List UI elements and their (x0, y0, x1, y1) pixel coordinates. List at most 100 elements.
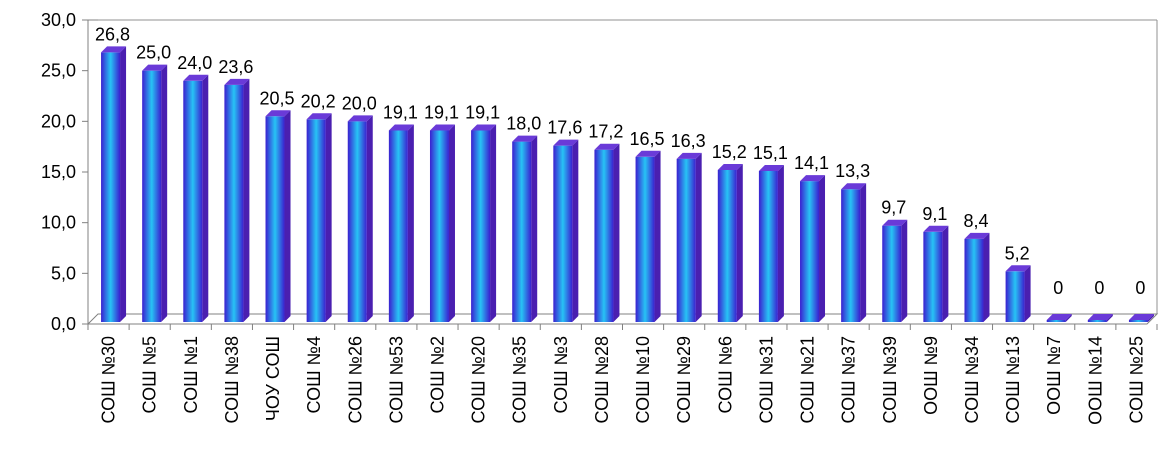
category-label: СОШ №39 (880, 336, 900, 423)
category-label: СОШ №6 (715, 336, 735, 413)
category-label: СОШ №53 (386, 336, 406, 423)
bar (224, 78, 250, 322)
data-label: 20,2 (301, 91, 336, 111)
bar-top (306, 113, 332, 120)
bar-front (142, 70, 162, 323)
bars (101, 46, 1154, 323)
category-label: СОШ №30 (99, 336, 119, 423)
y-tick-label: 30,0 (41, 10, 76, 30)
data-label: 23,6 (218, 57, 253, 77)
bar-side (819, 175, 826, 322)
data-label: 15,2 (712, 142, 747, 162)
data-label: 26,8 (95, 24, 130, 44)
bar-top (1005, 265, 1031, 272)
bar-top (265, 110, 291, 117)
bar-side (161, 64, 168, 323)
bar-front (224, 84, 244, 322)
bar-top (1046, 314, 1072, 320)
bar (717, 163, 743, 322)
bar-side (572, 139, 579, 322)
bar-side (695, 152, 702, 322)
bar (429, 124, 455, 322)
data-label: 17,6 (547, 118, 582, 138)
category-label: СОШ №25 (1126, 336, 1146, 423)
category-label: СОШ №13 (1003, 336, 1023, 423)
category-label: ООШ №7 (1044, 336, 1064, 415)
y-tick-label: 20,0 (41, 111, 76, 131)
bar (841, 183, 867, 322)
bar-top (553, 139, 579, 146)
bar-top (923, 225, 949, 232)
bar-top (882, 219, 908, 226)
data-label: 0 (1053, 278, 1063, 298)
bar-side (736, 163, 743, 322)
data-label: 14,1 (794, 153, 829, 173)
bar (635, 150, 661, 322)
bar-side (983, 232, 990, 322)
bar-front (964, 238, 984, 322)
y-tick-label: 5,0 (51, 263, 76, 283)
bar-side (120, 46, 127, 322)
data-label: 19,1 (424, 102, 459, 122)
category-label: СОШ №34 (962, 336, 982, 423)
bar-front (635, 156, 655, 322)
data-labels: 26,8 25,0 24,0 23,6 20,5 20,2 20,0 19,1 19,1 19,1… (95, 24, 1145, 298)
category-label: СОШ №31 (756, 336, 776, 423)
bar-front (882, 225, 902, 322)
data-label: 9,1 (922, 204, 947, 224)
y-tick-label: 0,0 (51, 314, 76, 334)
category-label: СОШ №1 (181, 336, 201, 413)
bar-front (471, 130, 491, 322)
bar-front (676, 158, 696, 322)
data-label: 19,1 (465, 102, 500, 122)
bar-side (1024, 265, 1031, 322)
category-label: СОШ №4 (304, 336, 324, 413)
bar (101, 46, 127, 322)
bar-top (183, 74, 209, 81)
bar (964, 232, 990, 322)
category-label: СОШ №37 (839, 336, 859, 423)
category-label: СОШ №28 (592, 336, 612, 423)
bar-side (860, 183, 867, 322)
bar-front (553, 145, 573, 322)
data-label: 19,1 (383, 102, 418, 122)
data-label: 8,4 (963, 211, 988, 231)
bar-front (594, 149, 614, 322)
bar-front (923, 231, 943, 322)
category-labels: СОШ №30 СОШ №5 СОШ №1 СОШ №38 ЧОУ СОШ СОШ №4 С… (99, 336, 1147, 425)
bar-top (1087, 314, 1113, 320)
bar (800, 175, 826, 322)
data-label: 9,7 (881, 198, 906, 218)
category-label: СОШ №21 (798, 336, 818, 423)
bar-front (388, 130, 408, 322)
bar-side (1147, 314, 1154, 322)
data-label: 17,2 (588, 122, 623, 142)
data-label: 20,5 (259, 88, 294, 108)
bar-front (1005, 271, 1025, 322)
bar-side (284, 110, 291, 323)
category-label: ООШ №9 (921, 336, 941, 415)
category-label: СОШ №38 (222, 336, 242, 423)
data-label: 25,0 (136, 43, 171, 63)
bar (594, 143, 620, 322)
bar-top (471, 124, 497, 131)
bar-front (183, 80, 203, 322)
bar-side (654, 150, 661, 322)
y-tick-label: 25,0 (41, 61, 76, 81)
y-tick-label: 10,0 (41, 213, 76, 233)
bar-front (347, 121, 367, 322)
bar (265, 110, 291, 323)
bar-front (306, 119, 326, 322)
bar (142, 64, 168, 323)
bar-side (243, 78, 250, 322)
bar-front (841, 189, 861, 322)
bar-top (676, 152, 702, 159)
bar-top (800, 175, 826, 182)
bar-side (901, 219, 908, 322)
bar-side (202, 74, 209, 322)
bar-side (777, 164, 784, 322)
bar-top (224, 78, 250, 85)
category-label: СОШ №29 (674, 336, 694, 423)
bar (471, 124, 497, 322)
bar (512, 135, 538, 322)
